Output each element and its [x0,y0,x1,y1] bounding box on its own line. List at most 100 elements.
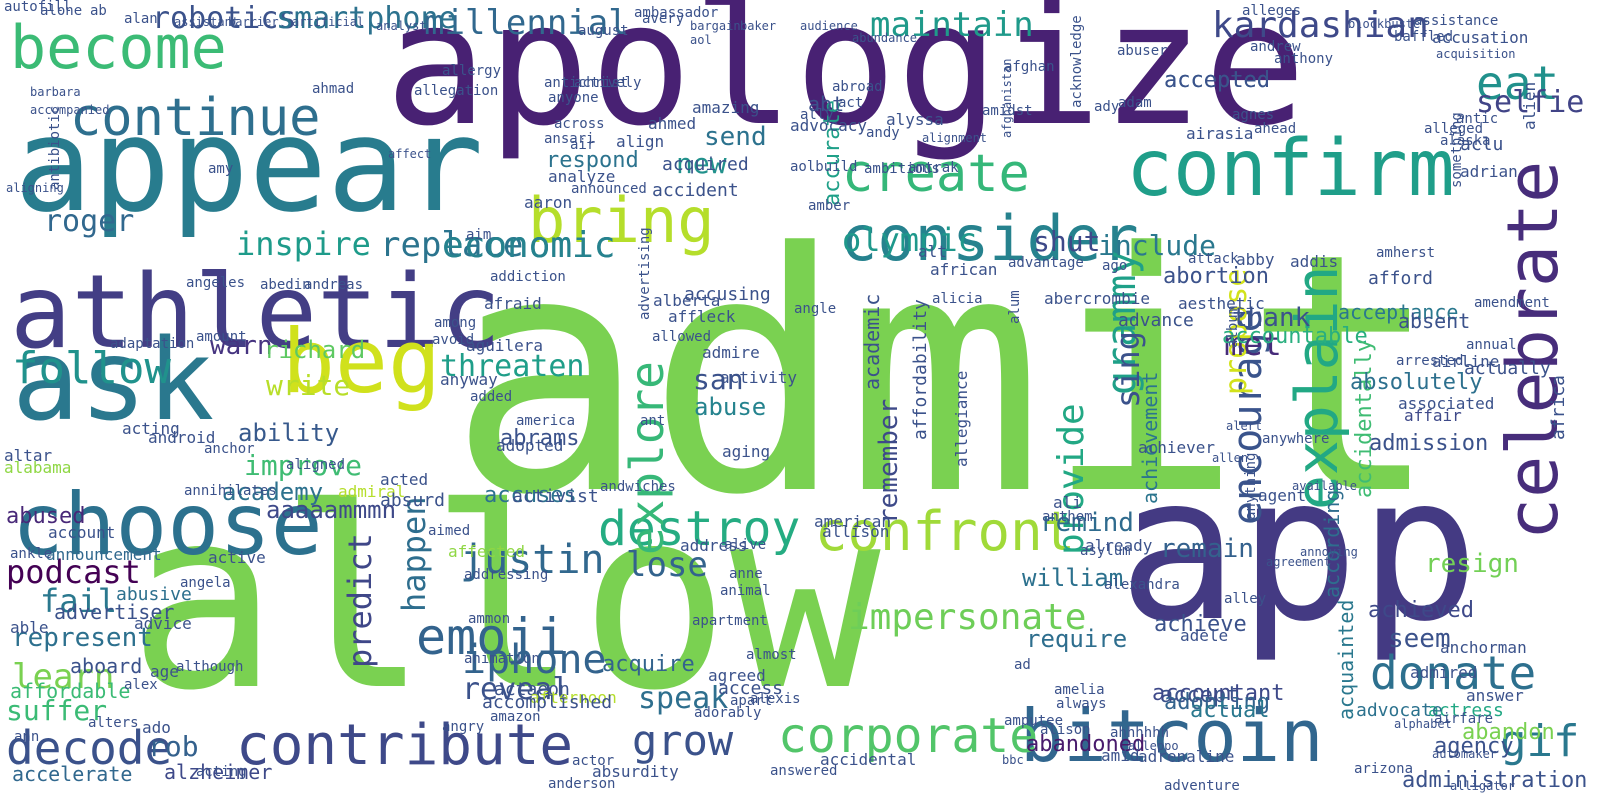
word-cloud-word: accomplished [482,692,613,713]
word-cloud-word: advocacy [790,116,868,135]
word-cloud-word: animal [720,583,771,599]
word-cloud-word: ahhhhhh [1110,725,1170,741]
word-cloud-word: destroy [598,501,801,557]
word-cloud-word: advice [134,614,192,633]
word-cloud-word: acknowledge [1069,15,1085,108]
word-cloud-word: afraid [484,294,542,313]
word-cloud-word: resign [1425,549,1519,579]
word-cloud-word: inspire [236,225,371,263]
word-cloud-word: ammon [468,611,511,627]
word-cloud-word: aaron [524,193,573,212]
word-cloud-word: confront [815,500,1076,563]
word-cloud-word: activist [512,486,599,507]
word-cloud-word: addressing [464,567,549,583]
word-cloud-word: accepted [1164,68,1270,93]
word-cloud-word: alien [1520,81,1539,130]
word-cloud-word: admission [1369,431,1489,456]
word-cloud-word: access [718,678,784,699]
word-cloud-word: ansari [544,131,595,147]
word-cloud-word: altar [4,446,53,465]
word-cloud-word: adam [1118,95,1152,111]
word-cloud-word: require [1026,625,1128,653]
word-cloud-word: accusing [684,284,771,305]
word-cloud-word: alyssa [886,110,944,129]
word-cloud-word: baffled [1394,29,1454,45]
word-cloud-word: anyone [548,90,599,106]
word-cloud-word: abandoned [1026,732,1146,757]
word-cloud-word: ankle [10,546,53,562]
word-cloud-word: allegation [414,83,499,99]
word-cloud-word: speak [638,681,729,716]
word-cloud-word: smartphone [276,1,457,36]
word-cloud-word: annual [1466,337,1517,353]
word-cloud-word: afghanistan [1000,58,1014,138]
word-cloud-word: alleppo [1128,739,1179,753]
word-cloud-word: represent [12,623,153,653]
word-cloud-word: announced [571,181,647,197]
word-cloud-word: podcast [6,553,141,591]
word-cloud-word: include [1098,229,1217,262]
word-cloud-word: automaker [1432,747,1498,761]
word-cloud-word: alleged [1424,121,1484,137]
word-cloud-word: ady [1094,99,1120,115]
word-cloud-word: abused [6,504,86,529]
word-cloud-word: annoying [1300,545,1358,559]
word-cloud-word: abercrombie [1044,289,1150,308]
word-cloud-word: ask [12,316,215,446]
word-cloud-word: affleck [668,307,736,326]
word-cloud-word: lose [626,545,708,585]
word-cloud-word: analyst [376,19,427,33]
word-cloud-word: accusation [1432,28,1529,47]
word-cloud-word: millennial [424,3,629,43]
word-cloud-word: airasia [1186,124,1254,143]
word-cloud-word: arizona [1354,761,1414,777]
word-cloud-word: avery [642,11,685,27]
word-cloud-word: affected [448,542,526,561]
word-cloud-word: ad [1014,657,1031,673]
word-cloud-word: accident [652,180,739,201]
word-cloud-word: iphone [462,637,607,683]
word-cloud-word: athletic [10,253,502,372]
word-cloud-word: album [1225,305,1241,348]
word-cloud-word: alex [124,677,158,693]
word-cloud-word: bring [528,184,715,257]
word-cloud-word: explore [620,361,674,555]
word-cloud-word: acting [122,419,180,438]
word-cloud-word: acquire [602,652,695,677]
word-cloud-word: antibiotic [47,105,63,190]
word-cloud-word: allegiance [952,370,971,467]
word-cloud-word: afternoon [530,688,617,707]
word-cloud-word: allen [1212,451,1249,465]
word-cloud-word: remain [1160,534,1254,564]
word-cloud-word: create [842,144,1030,204]
word-cloud-word: learn [12,657,115,697]
word-cloud-word: suffer [6,694,108,727]
word-cloud-word: amputee [1004,713,1064,729]
word-cloud-word: accelerate [12,762,133,786]
word-cloud-word: acceptance [1338,300,1459,324]
word-cloud-word: audience [800,19,858,33]
word-cloud-word: amazon [490,709,541,725]
word-cloud-word: allison [822,522,890,541]
word-cloud-word: apartment [692,613,768,629]
word-cloud-word: decode [6,721,173,775]
word-cloud-word: aol [690,33,712,47]
word-cloud-word: fail [40,582,118,620]
word-cloud-word: amount [196,329,247,345]
word-cloud-word: abroad [832,79,883,95]
word-cloud-word: beg [282,310,441,413]
word-cloud-word: accept [1160,683,1240,708]
word-cloud-word: ado [142,718,171,737]
word-cloud-word: actor [572,753,615,769]
word-cloud-word: predict [341,533,379,668]
word-cloud-word: bitcoin [1020,694,1324,778]
word-cloud-word: anyway [440,370,498,389]
word-cloud-word: allergy [442,63,502,79]
word-cloud-word: actively [574,75,642,91]
word-cloud-word: amherst [1376,245,1436,261]
word-cloud-word: ambitious [864,161,940,177]
word-cloud-word: new [676,147,727,180]
word-cloud-word: alive [724,537,767,553]
word-cloud-word: donate [1370,646,1537,700]
